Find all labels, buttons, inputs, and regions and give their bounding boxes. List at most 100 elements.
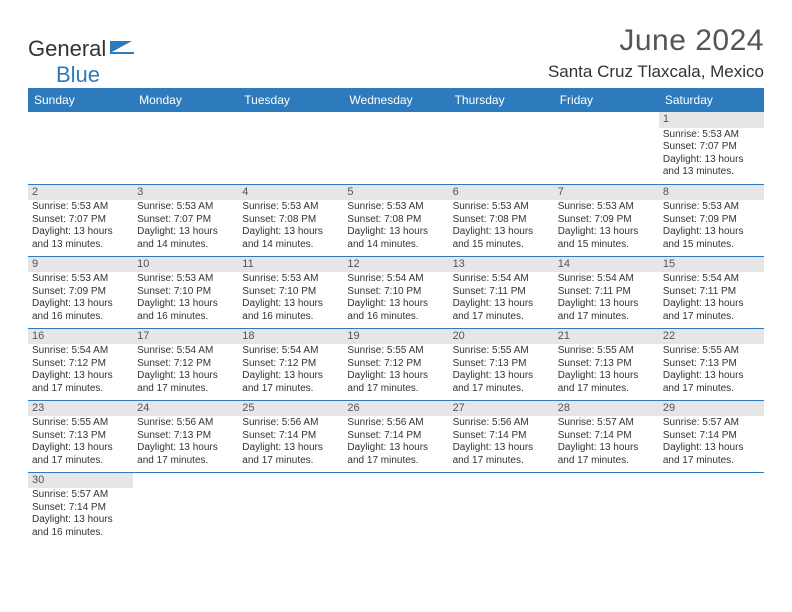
day-details: Sunrise: 5:53 AMSunset: 7:07 PMDaylight:… (133, 200, 238, 253)
brand-part2-wrap: Blue (56, 62, 100, 88)
day-details: Sunrise: 5:54 AMSunset: 7:10 PMDaylight:… (343, 272, 448, 325)
sunrise-line: Sunrise: 5:54 AM (347, 273, 444, 286)
calendar-row: 1Sunrise: 5:53 AMSunset: 7:07 PMDaylight… (28, 112, 764, 184)
day-number: 12 (343, 257, 448, 273)
calendar-header-row: SundayMondayTuesdayWednesdayThursdayFrid… (28, 88, 764, 112)
sunrise-line: Sunrise: 5:55 AM (558, 345, 655, 358)
sunrise-line: Sunrise: 5:53 AM (347, 201, 444, 214)
sunrise-line: Sunrise: 5:54 AM (32, 345, 129, 358)
sunrise-line: Sunrise: 5:53 AM (32, 201, 129, 214)
day-number: 29 (659, 401, 764, 417)
sunset-line: Sunset: 7:09 PM (663, 214, 760, 227)
daylight-line: Daylight: 13 hours and 17 minutes. (663, 370, 760, 395)
day-details: Sunrise: 5:53 AMSunset: 7:09 PMDaylight:… (554, 200, 659, 253)
sunset-line: Sunset: 7:13 PM (453, 358, 550, 371)
calendar-row: 23Sunrise: 5:55 AMSunset: 7:13 PMDayligh… (28, 400, 764, 472)
sunset-line: Sunset: 7:10 PM (137, 286, 234, 299)
day-details: Sunrise: 5:55 AMSunset: 7:13 PMDaylight:… (554, 344, 659, 397)
day-details: Sunrise: 5:53 AMSunset: 7:10 PMDaylight:… (133, 272, 238, 325)
sunrise-line: Sunrise: 5:54 AM (137, 345, 234, 358)
daylight-line: Daylight: 13 hours and 16 minutes. (242, 298, 339, 323)
calendar-cell: 21Sunrise: 5:55 AMSunset: 7:13 PMDayligh… (554, 328, 659, 400)
day-number: 24 (133, 401, 238, 417)
day-details: Sunrise: 5:54 AMSunset: 7:12 PMDaylight:… (28, 344, 133, 397)
day-details: Sunrise: 5:53 AMSunset: 7:07 PMDaylight:… (28, 200, 133, 253)
weekday-header: Friday (554, 88, 659, 112)
daylight-line: Daylight: 13 hours and 17 minutes. (242, 370, 339, 395)
day-details: Sunrise: 5:56 AMSunset: 7:14 PMDaylight:… (343, 416, 448, 469)
sunset-line: Sunset: 7:10 PM (242, 286, 339, 299)
month-title: June 2024 (548, 24, 764, 58)
day-details: Sunrise: 5:53 AMSunset: 7:08 PMDaylight:… (449, 200, 554, 253)
calendar-cell: 6Sunrise: 5:53 AMSunset: 7:08 PMDaylight… (449, 184, 554, 256)
sunset-line: Sunset: 7:11 PM (663, 286, 760, 299)
day-number: 8 (659, 185, 764, 201)
flag-icon (110, 37, 136, 62)
daylight-line: Daylight: 13 hours and 17 minutes. (453, 370, 550, 395)
sunset-line: Sunset: 7:08 PM (453, 214, 550, 227)
sunrise-line: Sunrise: 5:57 AM (32, 489, 129, 502)
sunset-line: Sunset: 7:09 PM (558, 214, 655, 227)
daylight-line: Daylight: 13 hours and 13 minutes. (32, 226, 129, 251)
day-details: Sunrise: 5:57 AMSunset: 7:14 PMDaylight:… (554, 416, 659, 469)
sunrise-line: Sunrise: 5:53 AM (558, 201, 655, 214)
weekday-header: Thursday (449, 88, 554, 112)
sunrise-line: Sunrise: 5:53 AM (663, 201, 760, 214)
day-details: Sunrise: 5:53 AMSunset: 7:09 PMDaylight:… (659, 200, 764, 253)
day-number: 30 (28, 473, 133, 489)
day-number: 25 (238, 401, 343, 417)
day-number: 28 (554, 401, 659, 417)
daylight-line: Daylight: 13 hours and 17 minutes. (453, 298, 550, 323)
calendar-cell: 4Sunrise: 5:53 AMSunset: 7:08 PMDaylight… (238, 184, 343, 256)
calendar-cell: 30Sunrise: 5:57 AMSunset: 7:14 PMDayligh… (28, 472, 133, 544)
day-details: Sunrise: 5:56 AMSunset: 7:13 PMDaylight:… (133, 416, 238, 469)
calendar-cell: 9Sunrise: 5:53 AMSunset: 7:09 PMDaylight… (28, 256, 133, 328)
daylight-line: Daylight: 13 hours and 14 minutes. (242, 226, 339, 251)
calendar-cell: 22Sunrise: 5:55 AMSunset: 7:13 PMDayligh… (659, 328, 764, 400)
calendar-cell: 17Sunrise: 5:54 AMSunset: 7:12 PMDayligh… (133, 328, 238, 400)
header: General June 2024 Santa Cruz Tlaxcala, M… (28, 24, 764, 82)
day-details: Sunrise: 5:57 AMSunset: 7:14 PMDaylight:… (659, 416, 764, 469)
day-number: 22 (659, 329, 764, 345)
sunset-line: Sunset: 7:13 PM (137, 430, 234, 443)
calendar-cell: 28Sunrise: 5:57 AMSunset: 7:14 PMDayligh… (554, 400, 659, 472)
calendar-cell: 8Sunrise: 5:53 AMSunset: 7:09 PMDaylight… (659, 184, 764, 256)
calendar-cell (343, 472, 448, 544)
day-number: 2 (28, 185, 133, 201)
sunset-line: Sunset: 7:07 PM (32, 214, 129, 227)
day-number: 17 (133, 329, 238, 345)
sunrise-line: Sunrise: 5:53 AM (453, 201, 550, 214)
day-details: Sunrise: 5:54 AMSunset: 7:12 PMDaylight:… (133, 344, 238, 397)
calendar-cell (554, 472, 659, 544)
calendar-cell (133, 472, 238, 544)
sunset-line: Sunset: 7:13 PM (558, 358, 655, 371)
calendar-cell: 14Sunrise: 5:54 AMSunset: 7:11 PMDayligh… (554, 256, 659, 328)
day-details: Sunrise: 5:56 AMSunset: 7:14 PMDaylight:… (449, 416, 554, 469)
day-number: 23 (28, 401, 133, 417)
day-details: Sunrise: 5:53 AMSunset: 7:10 PMDaylight:… (238, 272, 343, 325)
day-details: Sunrise: 5:57 AMSunset: 7:14 PMDaylight:… (28, 488, 133, 541)
sunrise-line: Sunrise: 5:53 AM (32, 273, 129, 286)
sunset-line: Sunset: 7:13 PM (663, 358, 760, 371)
daylight-line: Daylight: 13 hours and 17 minutes. (32, 370, 129, 395)
day-number: 7 (554, 185, 659, 201)
daylight-line: Daylight: 13 hours and 13 minutes. (663, 154, 760, 179)
sunset-line: Sunset: 7:10 PM (347, 286, 444, 299)
calendar-cell: 27Sunrise: 5:56 AMSunset: 7:14 PMDayligh… (449, 400, 554, 472)
calendar-cell: 23Sunrise: 5:55 AMSunset: 7:13 PMDayligh… (28, 400, 133, 472)
daylight-line: Daylight: 13 hours and 17 minutes. (242, 442, 339, 467)
sunset-line: Sunset: 7:14 PM (32, 502, 129, 515)
day-number: 27 (449, 401, 554, 417)
calendar-cell: 13Sunrise: 5:54 AMSunset: 7:11 PMDayligh… (449, 256, 554, 328)
sunrise-line: Sunrise: 5:55 AM (453, 345, 550, 358)
calendar-cell: 5Sunrise: 5:53 AMSunset: 7:08 PMDaylight… (343, 184, 448, 256)
sunset-line: Sunset: 7:08 PM (347, 214, 444, 227)
daylight-line: Daylight: 13 hours and 16 minutes. (32, 514, 129, 539)
calendar-row: 16Sunrise: 5:54 AMSunset: 7:12 PMDayligh… (28, 328, 764, 400)
calendar-cell (554, 112, 659, 184)
calendar-row: 9Sunrise: 5:53 AMSunset: 7:09 PMDaylight… (28, 256, 764, 328)
calendar-page: General June 2024 Santa Cruz Tlaxcala, M… (0, 0, 792, 568)
daylight-line: Daylight: 13 hours and 14 minutes. (137, 226, 234, 251)
calendar-cell (238, 472, 343, 544)
calendar-cell: 26Sunrise: 5:56 AMSunset: 7:14 PMDayligh… (343, 400, 448, 472)
